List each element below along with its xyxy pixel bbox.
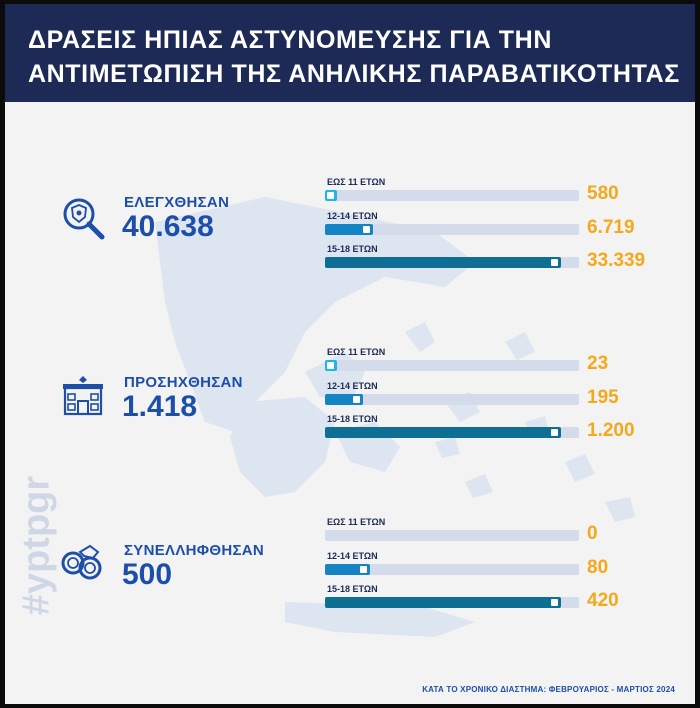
bar-value-label: 1.200	[587, 420, 635, 441]
bar-value-label: 580	[587, 183, 619, 204]
bar-value-label: 33.339	[587, 250, 646, 271]
bar-category-label: 12-14 ΕΤΩΝ	[327, 550, 378, 561]
bar-track	[325, 190, 579, 201]
bar-category-label: 15-18 ΕΤΩΝ	[327, 414, 378, 424]
bar-category-label: ΕΩΣ 11 ΕΤΩΝ	[327, 177, 386, 187]
bar-end-marker	[360, 565, 367, 573]
bar	[325, 257, 561, 268]
bar	[325, 223, 373, 235]
bar-value-label: 420	[587, 590, 619, 611]
bar-track	[325, 393, 579, 405]
bar-end-marker	[363, 225, 370, 233]
metric-total-brought-in: 1.418	[122, 390, 198, 423]
bar	[325, 360, 337, 371]
metric-label-arrested: ΣΥΝΕΛΛΗΦΘΗΣΑΝ	[124, 542, 265, 559]
bar-category-label: 12-14 ΕΤΩΝ	[327, 380, 378, 391]
magnifier-badge-icon	[63, 198, 105, 240]
bar-end-marker	[551, 599, 558, 606]
bar-track	[325, 530, 579, 541]
title-line-2: ΑΝΤΙΜΕΤΩΠΙΣΗ ΤΗΣ ΑΝΗΛΙΚΗΣ ΠΑΡΑΒΑΤΙΚΟΤΗΤΑ…	[28, 60, 680, 88]
bar-value-label: 195	[587, 386, 619, 408]
bar	[325, 427, 561, 438]
bar-category-label: 12-14 ΕΤΩΝ	[327, 210, 378, 221]
header: ΔΡΑΣΕΙΣ ΗΠΙΑΣ ΑΣΤΥΝΟΜΕΥΣΗΣ ΓΙΑ ΤΗΝ ΑΝΤΙΜ…	[5, 4, 695, 102]
bar-end-marker	[327, 192, 334, 199]
bar-track	[325, 257, 579, 268]
bar-value-label: 0	[587, 523, 598, 544]
handcuffs-icon	[61, 544, 102, 580]
bar	[325, 597, 561, 608]
bar-track	[325, 563, 579, 575]
bar	[325, 393, 363, 405]
bar-category-label: 15-18 ΕΤΩΝ	[327, 244, 378, 254]
watermark: #yptpgr	[15, 475, 58, 616]
bar	[325, 190, 337, 201]
footer-period-note: ΚΑΤΑ ΤΟ ΧΡΟΝΙΚΟ ΔΙΑΣΤΗΜΑ: ΦΕΒΡΟΥΑΡΙΟΣ - …	[422, 685, 675, 694]
infographic-card: ΔΡΑΣΕΙΣ ΗΠΙΑΣ ΑΣΤΥΝΟΜΕΥΣΗΣ ΓΙΑ ΤΗΝ ΑΝΤΙΜ…	[5, 4, 695, 704]
bar-end-marker	[353, 395, 360, 403]
bar-value-label: 23	[587, 353, 609, 374]
police-station-icon	[63, 376, 103, 416]
bar-value-label: 80	[587, 556, 609, 578]
bar-end-marker	[551, 259, 558, 266]
metric-label-checked: ΕΛΕΓΧΘΗΣΑΝ	[124, 194, 230, 211]
bar-category-label: ΕΩΣ 11 ΕΤΩΝ	[327, 347, 386, 357]
bar-end-marker	[327, 362, 334, 369]
bar-track	[325, 597, 579, 608]
bar	[325, 563, 370, 575]
metric-total-arrested: 500	[122, 558, 173, 591]
bar-track	[325, 427, 579, 438]
metric-total-checked: 40.638	[122, 210, 214, 243]
title-line-1: ΔΡΑΣΕΙΣ ΗΠΙΑΣ ΑΣΤΥΝΟΜΕΥΣΗΣ ΓΙΑ ΤΗΝ	[28, 26, 552, 54]
bar-category-label: ΕΩΣ 11 ΕΤΩΝ	[327, 517, 386, 527]
bar-value-label: 6.719	[587, 216, 635, 238]
metric-label-brought-in: ΠΡΟΣΗΧΘΗΣΑΝ	[124, 374, 243, 391]
bar-end-marker	[551, 429, 558, 436]
bar-category-label: 15-18 ΕΤΩΝ	[327, 584, 378, 594]
bar-track	[325, 223, 579, 235]
bar-track	[325, 360, 579, 371]
